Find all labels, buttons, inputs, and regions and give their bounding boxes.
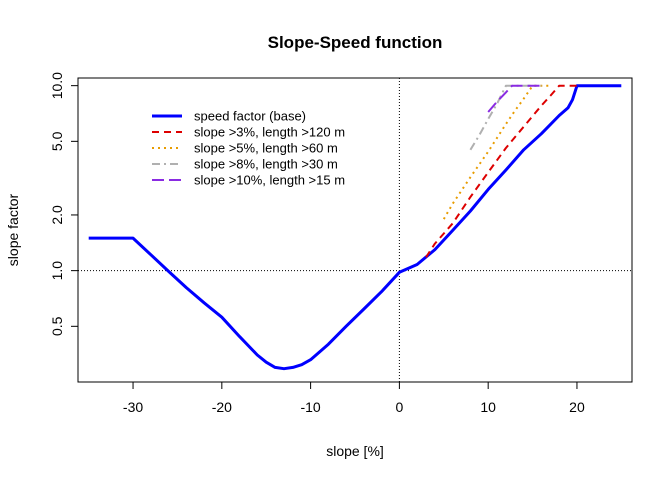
y-tick-label: 2.0	[49, 205, 65, 225]
y-tick-label: 5.0	[49, 131, 65, 151]
legend-entry: slope >3%, length >120 m	[194, 125, 345, 140]
legend-entry: slope >5%, length >60 m	[194, 141, 338, 156]
x-tick-label: 10	[480, 399, 496, 415]
x-axis-label: slope [%]	[326, 443, 384, 459]
y-axis-label: slope factor	[5, 193, 21, 266]
series-lines	[88, 84, 622, 371]
legend-entry: speed factor (base)	[194, 109, 306, 124]
x-tick-label: -10	[300, 399, 320, 415]
legend: speed factor (base)slope >3%, length >12…	[152, 109, 345, 188]
x-axis: -30 -20 -10 0 10 20	[123, 381, 585, 415]
series-line-1	[425, 84, 577, 258]
y-tick-label: 0.5	[49, 316, 65, 336]
x-tick-label: 20	[569, 399, 585, 415]
plot-frame	[77, 77, 633, 383]
y-tick-label: 1.0	[49, 261, 65, 281]
y-axis: 0.5 1.0 2.0 5.0 10.0	[49, 72, 79, 336]
x-tick-label: -30	[123, 399, 143, 415]
x-tick-label: 0	[395, 399, 403, 415]
y-tick-label: 10.0	[49, 72, 65, 99]
series-line-4	[487, 84, 542, 113]
reference-lines	[78, 78, 632, 382]
series-line-2	[442, 84, 551, 220]
legend-entry: slope >8%, length >30 m	[194, 157, 338, 172]
series-line-0	[88, 84, 622, 371]
x-tick-label: -20	[212, 399, 232, 415]
chart-title: Slope-Speed function	[268, 33, 443, 52]
legend-entry: slope >10%, length >15 m	[194, 173, 345, 188]
